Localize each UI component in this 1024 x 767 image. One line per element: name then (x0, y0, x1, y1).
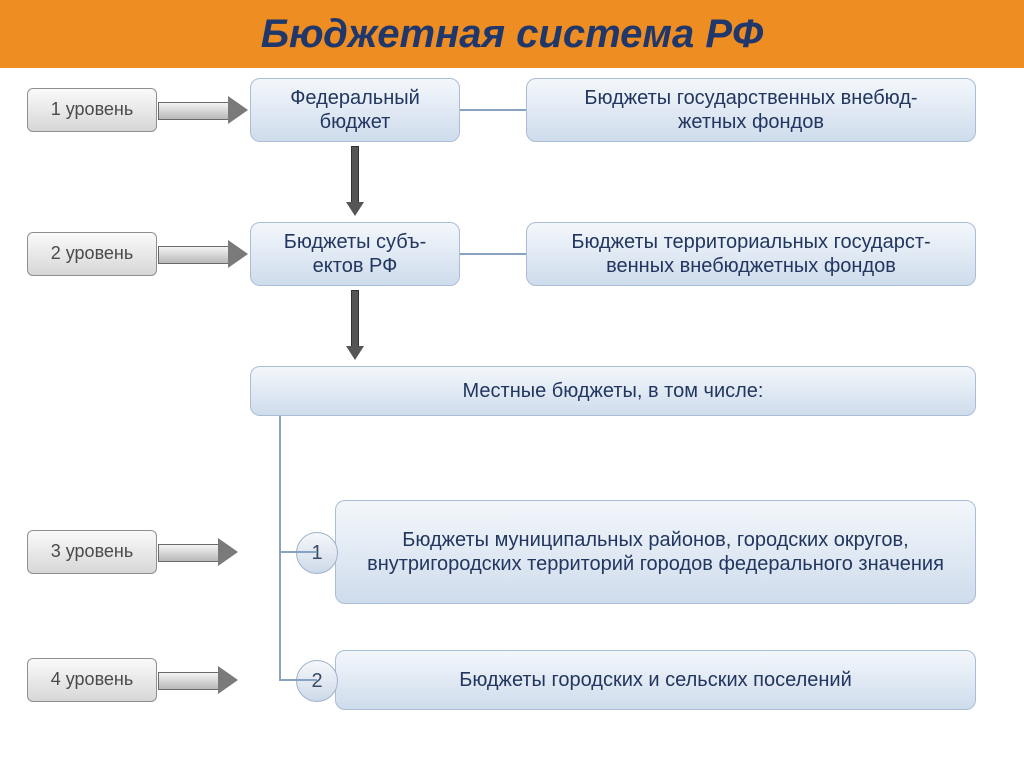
level-4-label: 4 уровень (27, 658, 157, 702)
connector-h-4 (279, 679, 317, 683)
arrow-right-1 (158, 96, 248, 124)
node-local-budgets-2: Бюджеты городских и сельских поселений (335, 650, 976, 710)
connector-v-1 (279, 416, 283, 681)
arrow-right-4 (158, 666, 238, 694)
level-3-label: 3 уровень (27, 530, 157, 574)
node-local-budgets-1: Бюджеты муниципальных районов, городских… (335, 500, 976, 604)
node-territorial-funds: Бюджеты территориальных государст-венных… (526, 222, 976, 286)
level-1-label: 1 уровень (27, 88, 157, 132)
diagram-canvas: 1 уровень 2 уровень 3 уровень 4 уровень … (0, 68, 1024, 767)
level-2-label: 2 уровень (27, 232, 157, 276)
connector-h-3 (279, 551, 317, 555)
page-title: Бюджетная система РФ (0, 0, 1024, 68)
node-local-budgets-header: Местные бюджеты, в том числе: (250, 366, 976, 416)
node-federal-budget: Федеральныйбюджет (250, 78, 460, 142)
node-state-extrabudget-funds: Бюджеты государственных внебюд-жетных фо… (526, 78, 976, 142)
arrow-down-2 (346, 290, 364, 360)
arrow-right-2 (158, 240, 248, 268)
connector-h-2 (460, 253, 526, 257)
node-subjects-budgets: Бюджеты субъ-ектов РФ (250, 222, 460, 286)
connector-h-1 (460, 109, 526, 113)
arrow-right-3 (158, 538, 238, 566)
arrow-down-1 (346, 146, 364, 216)
